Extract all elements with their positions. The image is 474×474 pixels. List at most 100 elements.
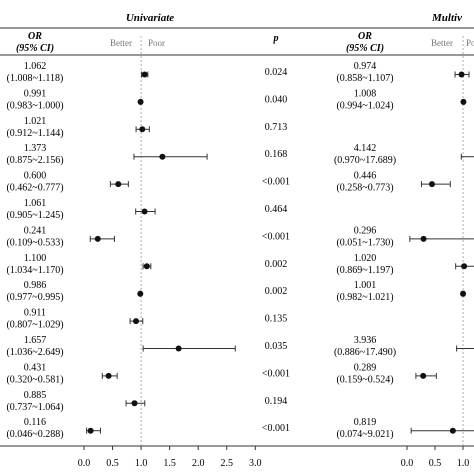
- multi-ci-value: (0.869~1.197): [336, 265, 393, 276]
- multi-or-value: 0.296: [354, 225, 377, 236]
- uni-better-label: Better: [110, 38, 132, 48]
- multi-better-label: Better: [431, 38, 453, 48]
- uni-ci-value: (0.807~1.029): [6, 320, 63, 331]
- uni-or-value: 1.373: [24, 143, 47, 154]
- uni-poor-label: Poor: [148, 38, 165, 48]
- uni-point-estimate: [137, 290, 144, 297]
- uni-ci-value: (1.008~1.118): [7, 73, 64, 84]
- uni-p-value: <0.001: [262, 423, 290, 434]
- uni-ci-header: (95% CI): [16, 43, 54, 54]
- uni-ci-value: (0.905~1.245): [6, 210, 63, 221]
- uni-ci-value: (0.109~0.533): [6, 237, 63, 248]
- uni-or-value: 0.986: [24, 280, 47, 291]
- uni-ci-value: (0.977~0.995): [6, 292, 63, 303]
- multi-or-header: OR: [358, 31, 372, 42]
- uni-point-estimate: [137, 98, 144, 105]
- uni-or-value: 1.021: [24, 116, 47, 127]
- univariate-title: Univariate: [126, 12, 174, 24]
- multi-point-estimate: [449, 427, 456, 434]
- uni-p-value: 0.040: [265, 94, 288, 105]
- uni-point-estimate: [87, 427, 94, 434]
- uni-p-value: 0.002: [265, 259, 288, 270]
- multi-or-value: 3.936: [354, 335, 377, 346]
- multi-or-value: 1.008: [354, 88, 377, 99]
- uni-x-tick-label: 0.5: [106, 458, 119, 469]
- uni-p-value: <0.001: [262, 368, 290, 379]
- uni-ci-value: (0.912~1.144): [6, 128, 63, 139]
- uni-x-tick-label: 2.0: [192, 458, 205, 469]
- multi-point-estimate: [428, 181, 435, 188]
- uni-ci-value: (0.737~1.064): [6, 402, 63, 413]
- uni-point-estimate: [141, 208, 148, 215]
- multi-or-value: 0.446: [354, 171, 377, 182]
- uni-or-value: 0.241: [24, 225, 47, 236]
- uni-or-value: 0.911: [24, 308, 46, 319]
- uni-point-estimate: [139, 126, 146, 133]
- multi-ci-header: (95% CI): [346, 43, 384, 54]
- multi-x-tick-label: 1.0: [457, 458, 470, 469]
- uni-or-header: OR: [28, 31, 42, 42]
- uni-point-estimate: [105, 372, 112, 379]
- uni-p-value: 0.713: [265, 122, 288, 133]
- uni-or-value: 1.062: [24, 61, 47, 72]
- multi-or-value: 1.001: [354, 280, 377, 291]
- uni-point-estimate: [115, 181, 122, 188]
- multi-point-estimate: [460, 98, 467, 105]
- multi-point-estimate: [460, 290, 467, 297]
- uni-p-value: 0.002: [265, 286, 288, 297]
- multi-or-value: 0.974: [354, 61, 377, 72]
- uni-or-value: 0.116: [24, 417, 46, 428]
- uni-x-tick-label: 0.0: [78, 458, 91, 469]
- uni-ci-value: (1.036~2.649): [6, 347, 63, 358]
- multi-poor-label: Poor: [466, 38, 474, 48]
- uni-x-tick-label: 3.0: [249, 458, 262, 469]
- multi-point-estimate: [458, 71, 465, 78]
- uni-point-estimate: [175, 345, 182, 352]
- uni-point-estimate: [133, 318, 140, 325]
- multi-or-value: 1.020: [354, 253, 377, 264]
- multi-point-estimate: [461, 263, 468, 270]
- multi-x-tick-label: 0.5: [429, 458, 442, 469]
- uni-or-value: 1.657: [24, 335, 47, 346]
- multi-ci-value: (0.074~9.021): [336, 429, 393, 440]
- uni-or-value: 1.061: [24, 198, 47, 209]
- multi-ci-value: (0.051~1.730): [336, 237, 393, 248]
- uni-p-value: 0.194: [265, 396, 288, 407]
- uni-ci-value: (1.034~1.170): [6, 265, 63, 276]
- uni-p-value: 0.024: [265, 67, 288, 78]
- multi-or-value: 0.819: [354, 417, 377, 428]
- multi-ci-value: (0.858~1.107): [336, 73, 393, 84]
- uni-point-estimate: [159, 153, 166, 160]
- uni-ci-value: (0.046~0.288): [6, 429, 63, 440]
- uni-x-tick-label: 2.5: [221, 458, 234, 469]
- uni-point-estimate: [94, 235, 101, 242]
- uni-or-value: 0.431: [24, 362, 47, 373]
- uni-or-value: 0.600: [24, 171, 47, 182]
- uni-x-tick-label: 1.5: [163, 458, 176, 469]
- uni-or-value: 0.885: [24, 390, 47, 401]
- uni-point-estimate: [131, 400, 138, 407]
- uni-p-value: 0.135: [265, 314, 288, 325]
- uni-point-estimate: [143, 263, 150, 270]
- multi-or-value: 0.289: [354, 362, 377, 373]
- multi-point-estimate: [420, 372, 427, 379]
- uni-p-value: <0.001: [262, 177, 290, 188]
- multi-ci-value: (0.886~17.490): [334, 347, 396, 358]
- multi-ci-value: (0.982~1.021): [336, 292, 393, 303]
- uni-p-value: 0.168: [265, 149, 288, 160]
- uni-p-value: <0.001: [262, 231, 290, 242]
- uni-ci-value: (0.320~0.581): [6, 374, 63, 385]
- multi-point-estimate: [420, 235, 427, 242]
- uni-p-header: p: [273, 33, 279, 44]
- uni-ci-value: (0.462~0.777): [6, 183, 63, 194]
- uni-or-value: 0.991: [24, 88, 47, 99]
- uni-x-tick-label: 1.0: [135, 458, 148, 469]
- uni-p-value: 0.035: [265, 341, 288, 352]
- multi-or-value: 4.142: [354, 143, 377, 154]
- multi-ci-value: (0.258~0.773): [336, 183, 393, 194]
- uni-point-estimate: [141, 71, 148, 78]
- multi-x-tick-label: 0.0: [401, 458, 414, 469]
- multi-ci-value: (0.970~17.689): [334, 155, 396, 166]
- multi-ci-value: (0.994~1.024): [336, 100, 393, 111]
